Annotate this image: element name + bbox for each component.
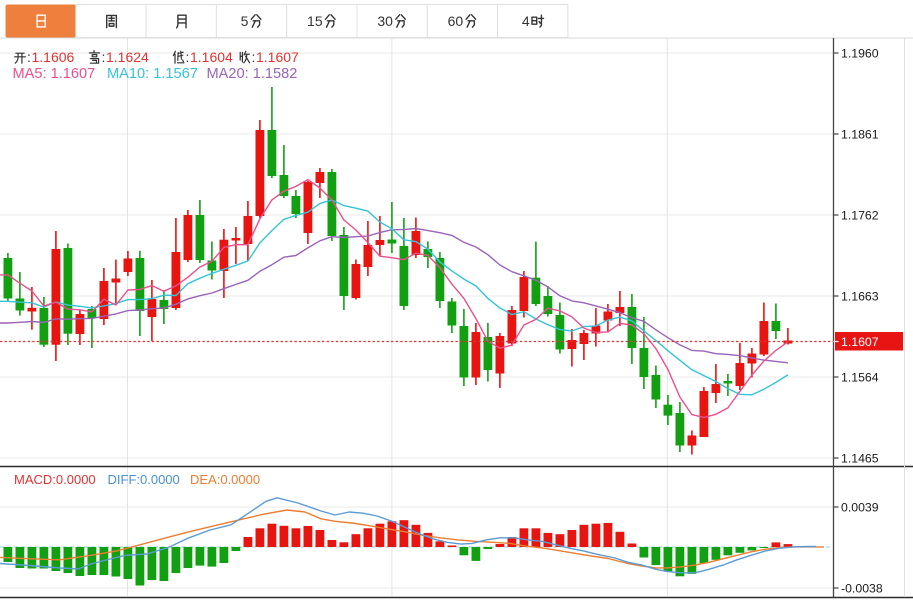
svg-text:15: 15 <box>307 13 323 29</box>
svg-text::: : <box>252 49 256 65</box>
svg-text:60: 60 <box>448 13 464 29</box>
svg-text:1.1607: 1.1607 <box>256 49 299 65</box>
svg-text:1.1960: 1.1960 <box>841 46 879 60</box>
svg-text:1.1762: 1.1762 <box>841 208 879 222</box>
svg-text:1.1607: 1.1607 <box>841 335 879 349</box>
svg-text::: : <box>27 49 31 65</box>
svg-text:DIFF:0.0000: DIFF:0.0000 <box>108 472 180 487</box>
svg-text:1.1663: 1.1663 <box>841 289 879 303</box>
svg-text:1.1861: 1.1861 <box>841 127 879 141</box>
svg-text:MACD:0.0000: MACD:0.0000 <box>14 472 96 487</box>
svg-text::: : <box>102 49 106 65</box>
svg-text:1.1606: 1.1606 <box>32 49 75 65</box>
svg-text:MA20: 1.1582: MA20: 1.1582 <box>207 66 298 82</box>
svg-text:-0.0038: -0.0038 <box>841 581 883 595</box>
svg-text:MA5: 1.1607: MA5: 1.1607 <box>13 66 96 82</box>
svg-text:MA10: 1.1567: MA10: 1.1567 <box>107 66 198 82</box>
svg-text:5: 5 <box>241 13 249 29</box>
svg-text:1.1604: 1.1604 <box>190 49 233 65</box>
svg-text:4: 4 <box>522 13 530 29</box>
svg-text:30: 30 <box>377 13 393 29</box>
svg-text:1.1624: 1.1624 <box>106 49 149 65</box>
svg-text::: : <box>186 49 190 65</box>
svg-text:0.0039: 0.0039 <box>841 500 879 514</box>
svg-text:DEA:0.0000: DEA:0.0000 <box>190 472 260 487</box>
svg-text:1.1465: 1.1465 <box>841 451 879 465</box>
svg-text:1.1564: 1.1564 <box>841 370 879 384</box>
